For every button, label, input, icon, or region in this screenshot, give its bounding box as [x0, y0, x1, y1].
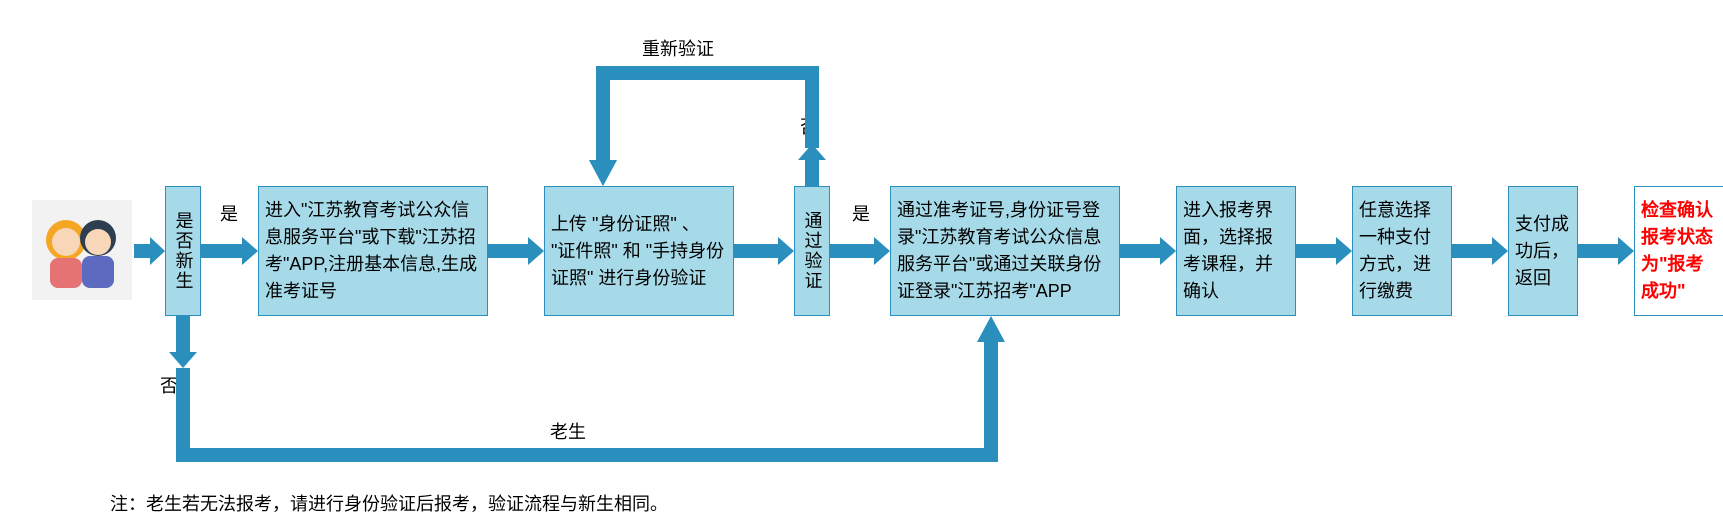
arrow — [1120, 237, 1176, 265]
arrow — [589, 160, 617, 186]
node-payment-method: 任意选择一种支付方式，进行缴费 — [1352, 186, 1452, 316]
node-text: 检查确认报考状态为"报考成功" — [1641, 197, 1717, 305]
node-upload-id: 上传 "身份证照" 、 "证件照" 和 "手持身份证照" 进行身份验证 — [544, 186, 734, 316]
label-yes-1: 是 — [220, 200, 238, 226]
arrow — [169, 316, 197, 368]
arrow — [1296, 237, 1352, 265]
arrow — [1578, 237, 1634, 265]
node-text: 是否新生 — [170, 211, 197, 291]
arrow — [488, 237, 544, 265]
arrow — [734, 237, 794, 265]
label-yes-2: 是 — [852, 200, 870, 226]
arrow-segment — [176, 368, 190, 448]
avatar-users — [32, 200, 132, 300]
node-text: 进入"江苏教育考试公众信息服务平台"或下载"江苏招考"APP,注册基本信息,生成… — [265, 197, 481, 305]
node-text: 通过验证 — [799, 211, 826, 291]
arrow-segment — [176, 448, 998, 462]
label-old-student: 老生 — [550, 418, 586, 444]
label-no-2: 否 — [800, 113, 818, 139]
node-register-platform: 进入"江苏教育考试公众信息服务平台"或下载"江苏招考"APP,注册基本信息,生成… — [258, 186, 488, 316]
arrow — [201, 237, 258, 265]
arrow — [977, 316, 1005, 342]
node-is-new-student: 是否新生 — [165, 186, 201, 316]
node-pass-verify: 通过验证 — [794, 186, 830, 316]
node-text: 任意选择一种支付方式，进行缴费 — [1359, 197, 1445, 305]
node-text: 上传 "身份证照" 、 "证件照" 和 "手持身份证照" 进行身份验证 — [551, 211, 727, 292]
node-login: 通过准考证号,身份证号登录"江苏教育考试公众信息服务平台"或通过关联身份证登录"… — [890, 186, 1120, 316]
arrow-segment — [596, 66, 819, 80]
node-select-course: 进入报考界面，选择报考课程，并确认 — [1176, 186, 1296, 316]
label-retry: 重新验证 — [642, 35, 714, 61]
footnote: 注：老生若无法报考，请进行身份验证后报考，验证流程与新生相同。 — [110, 490, 668, 516]
arrow — [798, 144, 826, 186]
arrow — [1452, 237, 1508, 265]
arrow-segment — [984, 342, 998, 462]
arrow — [830, 237, 890, 265]
node-pay-success: 支付成功后，返回 — [1508, 186, 1578, 316]
arrow-segment — [596, 66, 610, 164]
arrow — [134, 237, 165, 265]
node-text: 支付成功后，返回 — [1515, 211, 1571, 292]
node-check-status: 检查确认报考状态为"报考成功" — [1634, 186, 1723, 316]
arrow — [589, 160, 617, 186]
node-text: 通过准考证号,身份证号登录"江苏教育考试公众信息服务平台"或通过关联身份证登录"… — [897, 197, 1113, 305]
label-no-1: 否 — [160, 372, 178, 398]
node-text: 进入报考界面，选择报考课程，并确认 — [1183, 197, 1289, 305]
